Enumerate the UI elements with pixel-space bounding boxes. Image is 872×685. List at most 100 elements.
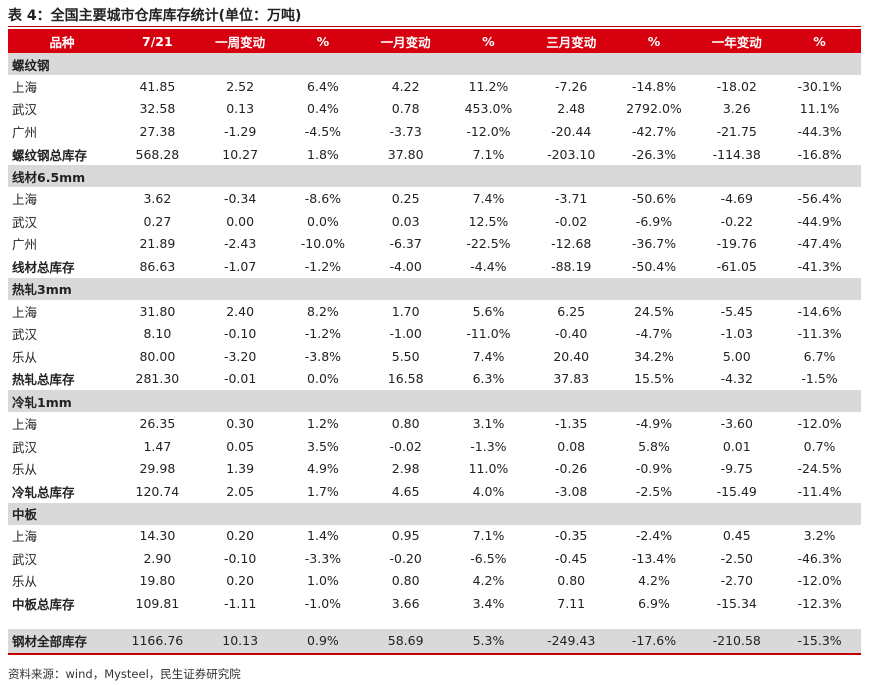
value-cell: -1.5% [801, 371, 838, 387]
value-cell: -1.2% [304, 258, 342, 274]
value-cell: -0.22 [720, 213, 753, 229]
spacer-cell [8, 615, 861, 629]
value-cell: -1.11 [223, 596, 257, 612]
value-cell: 7.11 [557, 596, 586, 612]
value-cell: 1.2% [307, 415, 339, 431]
value-cell: -17.6% [612, 628, 696, 655]
value-cell: -19.76 [716, 236, 757, 252]
value-cell: -6.37 [389, 236, 422, 252]
value-cell: 11.1% [799, 101, 840, 117]
value-cell: 6.25 [557, 303, 586, 319]
value-cell: 5.00 [722, 348, 751, 364]
section-row: 螺纹钢 [8, 53, 861, 75]
value-cell: -47.4% [797, 236, 842, 252]
value-cell: -12.0% [466, 123, 511, 139]
value-cell: 0.0% [307, 371, 339, 387]
value-cell: 3.62 [143, 191, 172, 207]
value-cell: -0.20 [389, 550, 422, 566]
row-label: 上海 [12, 529, 38, 545]
table-row: 武汉 0.27 0.00 0.0% 0.03 12.5% -0.02 -6.9% -0.22 -4… [8, 210, 861, 233]
section-label: 热轧3mm [8, 277, 861, 300]
grand-total-row: 钢材全部库存 1166.76 10.13 0.9% 58.69 5.3% -249.43 -1… [8, 628, 861, 655]
value-cell: -0.26 [555, 461, 588, 477]
value-cell: 2.98 [391, 461, 420, 477]
value-cell: -41.3% [797, 258, 842, 274]
value-cell: -1.3% [470, 438, 507, 454]
header-cell: % [447, 29, 530, 53]
row-label: 武汉 [12, 102, 38, 118]
value-cell: -5.45 [720, 303, 753, 319]
total-row: 线材总库存 86.63 -1.07 -1.2% -4.00 -4.4% -88.19 -50.… [8, 255, 861, 278]
section-label: 螺纹钢 [8, 53, 861, 75]
value-cell: 31.80 [139, 303, 176, 319]
total-row: 中板总库存 109.81 -1.11 -1.0% 3.66 3.4% 7.11 6.9% -15… [8, 592, 861, 615]
value-cell: -210.58 [695, 628, 779, 655]
value-cell: 3.1% [472, 415, 505, 431]
value-cell: -1.00 [389, 326, 422, 342]
section-label: 中板 [8, 502, 861, 525]
value-cell: 8.2% [307, 303, 339, 319]
value-cell: 120.74 [135, 483, 180, 499]
table-row: 上海 31.80 2.40 8.2% 1.70 5.6% 6.25 24.5% -5.45 -14… [8, 300, 861, 323]
value-cell: 3.66 [391, 596, 420, 612]
value-cell: 27.38 [139, 123, 176, 139]
table-body: 螺纹钢 上海 41.85 2.52 6.4% 4.22 11.2% -7.26 -14.8% -1… [8, 53, 861, 655]
value-cell: 5.3% [447, 628, 530, 655]
value-cell: 5.6% [472, 303, 505, 319]
table-row: 上海 3.62 -0.34 -8.6% 0.25 7.4% -3.71 -50.6% -4.69… [8, 187, 861, 210]
value-cell: -15.49 [716, 483, 757, 499]
value-cell: 3.4% [472, 596, 505, 612]
value-cell: 29.98 [139, 461, 176, 477]
value-cell: -3.8% [304, 348, 342, 364]
value-cell: -2.43 [223, 236, 257, 252]
value-cell: -1.07 [223, 258, 257, 274]
row-label: 热轧总库存 [12, 372, 75, 388]
value-cell: -3.60 [720, 415, 753, 431]
value-cell: 0.27 [143, 213, 172, 229]
value-cell: 1.70 [391, 303, 420, 319]
value-cell: -42.7% [631, 123, 677, 139]
value-cell: -88.19 [551, 258, 592, 274]
inventory-table: 品种 7/21 一周变动 % 一月变动 % 三月变动 % 一年变动 % 螺纹钢上… [8, 29, 861, 655]
value-cell: -15.34 [716, 596, 757, 612]
value-cell: -2.50 [720, 550, 753, 566]
value-cell: -14.6% [797, 303, 842, 319]
value-cell: -46.3% [797, 550, 842, 566]
value-cell: 0.4% [307, 101, 339, 117]
value-cell: -12.3% [797, 596, 842, 612]
value-cell: 7.4% [472, 348, 505, 364]
value-cell: 4.9% [307, 461, 339, 477]
value-cell: 2.48 [557, 101, 586, 117]
row-label: 武汉 [12, 551, 38, 567]
value-cell: 14.30 [139, 528, 176, 544]
value-cell: 4.65 [391, 483, 420, 499]
value-cell: -1.35 [555, 415, 588, 431]
value-cell: 6.4% [307, 78, 339, 94]
value-cell: -6.9% [635, 213, 673, 229]
row-label: 线材总库存 [12, 259, 75, 275]
table-row: 武汉 1.47 0.05 3.5% -0.02 -1.3% 0.08 5.8% 0.01 0.7% [8, 435, 861, 458]
value-cell: 80.00 [139, 348, 176, 364]
row-label: 武汉 [12, 214, 38, 230]
value-cell: 0.9% [281, 628, 365, 655]
value-cell: 0.80 [557, 573, 586, 589]
value-cell: 2.52 [226, 78, 255, 94]
value-cell: 19.80 [139, 573, 176, 589]
value-cell: -9.75 [720, 461, 753, 477]
value-cell: -4.32 [720, 371, 753, 387]
value-cell: 2.05 [226, 483, 255, 499]
value-cell: -0.10 [223, 326, 257, 342]
section-row: 中板 [8, 502, 861, 525]
value-cell: 5.50 [391, 348, 420, 364]
value-cell: 0.01 [722, 438, 751, 454]
value-cell: 0.30 [226, 415, 255, 431]
value-cell: -203.10 [547, 146, 596, 162]
row-label: 广州 [12, 237, 38, 253]
value-cell: 11.0% [468, 461, 509, 477]
value-cell: 15.5% [634, 371, 674, 387]
row-label: 钢材全部库存 [8, 628, 116, 655]
value-cell: 10.13 [198, 628, 282, 655]
value-cell: -12.0% [797, 415, 842, 431]
section-row: 热轧3mm [8, 277, 861, 300]
value-cell: 12.5% [468, 213, 509, 229]
